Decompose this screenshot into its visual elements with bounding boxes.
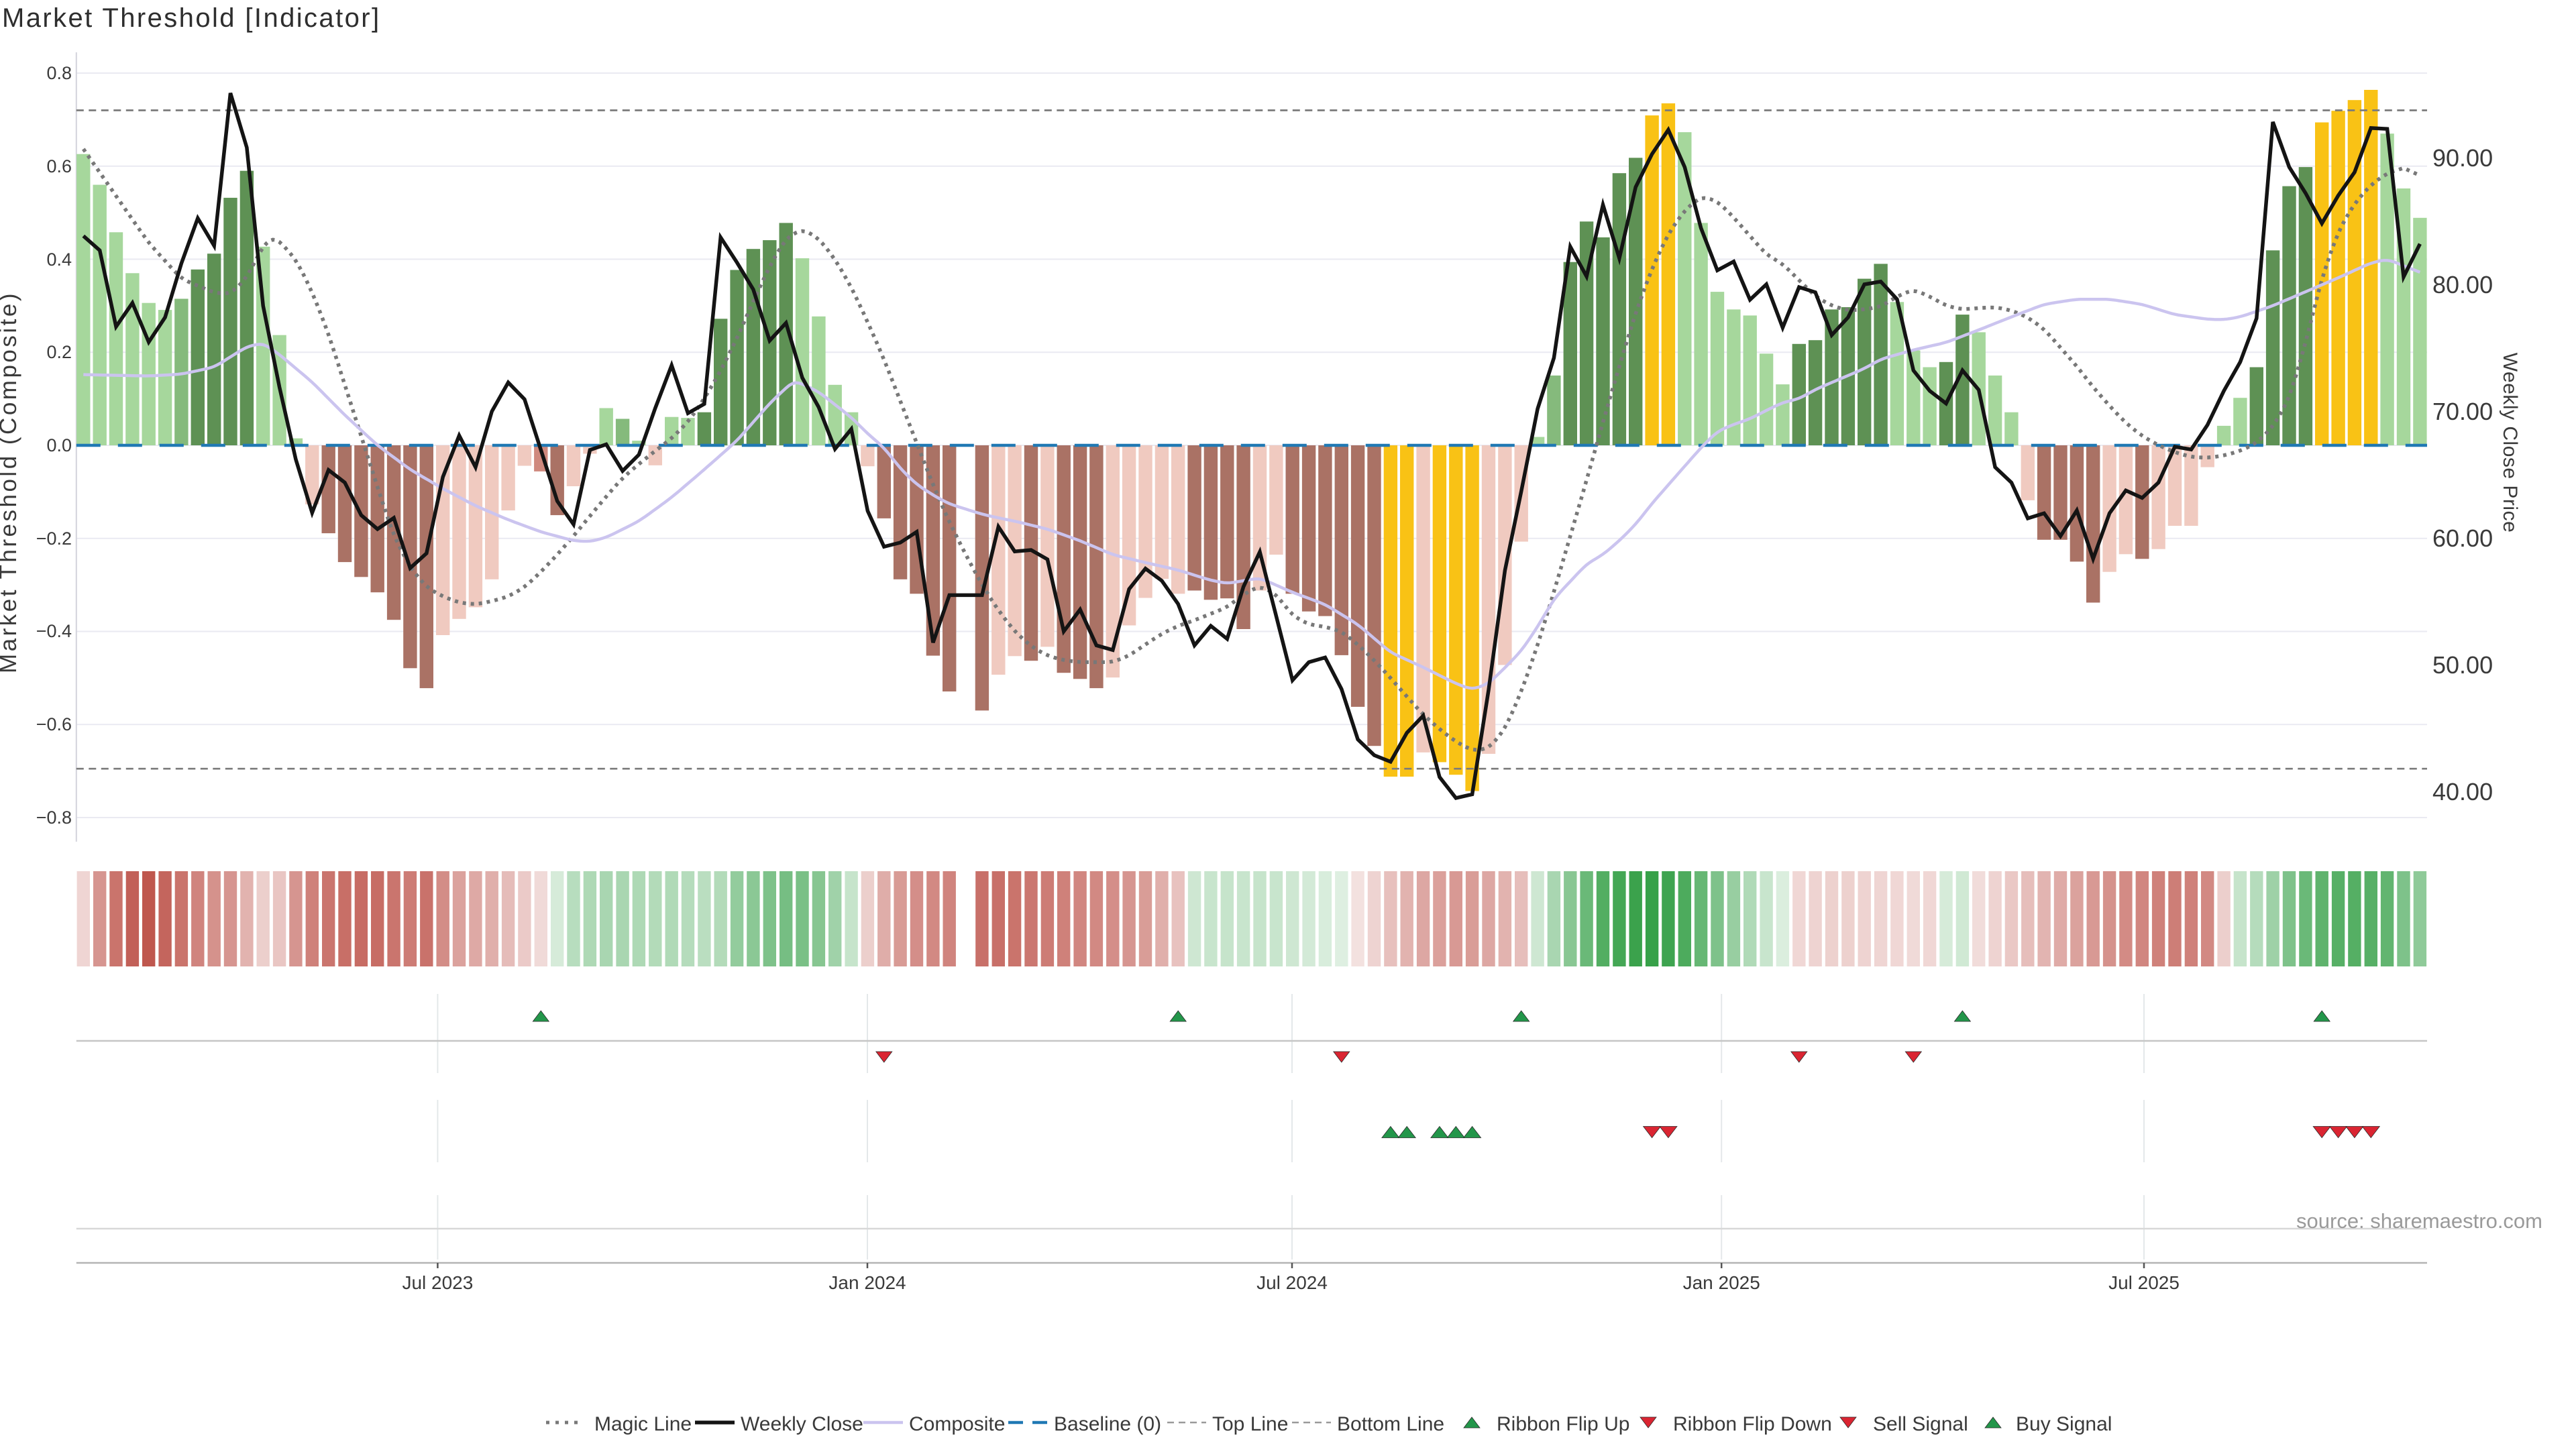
svg-text:Jul 2023: Jul 2023 (402, 1272, 473, 1293)
svg-text:Bottom Line: Bottom Line (1337, 1413, 1444, 1435)
svg-text:Ribbon Flip Up: Ribbon Flip Up (1497, 1413, 1629, 1435)
svg-text:50.00: 50.00 (2432, 651, 2493, 679)
svg-text:90.00: 90.00 (2432, 144, 2493, 172)
svg-text:Composite: Composite (909, 1413, 1005, 1435)
svg-text:0.8: 0.8 (46, 63, 72, 83)
svg-text:Jan 2024: Jan 2024 (828, 1272, 906, 1293)
svg-text:Baseline (0): Baseline (0) (1054, 1413, 1161, 1435)
svg-text:Buy Signal: Buy Signal (2016, 1413, 2112, 1435)
svg-text:Sell Signal: Sell Signal (1873, 1413, 1968, 1435)
svg-text:Market Threshold [Indicator]: Market Threshold [Indicator] (2, 3, 380, 33)
svg-text:0.0: 0.0 (46, 435, 72, 455)
svg-text:−0.2: −0.2 (36, 528, 72, 549)
svg-text:source: sharemaestro.com: source: sharemaestro.com (2296, 1209, 2542, 1233)
svg-text:Market Threshold (Composite): Market Threshold (Composite) (0, 291, 21, 673)
svg-text:Magic Line: Magic Line (594, 1413, 692, 1435)
svg-text:−0.4: −0.4 (36, 621, 72, 641)
svg-text:40.00: 40.00 (2432, 778, 2493, 805)
svg-text:−0.6: −0.6 (36, 714, 72, 734)
svg-text:0.4: 0.4 (46, 249, 72, 270)
svg-text:Ribbon Flip Down: Ribbon Flip Down (1673, 1413, 1832, 1435)
svg-text:−0.8: −0.8 (36, 807, 72, 828)
svg-text:Weekly Close Price: Weekly Close Price (2499, 353, 2521, 533)
svg-text:60.00: 60.00 (2432, 524, 2493, 552)
svg-text:Jul 2025: Jul 2025 (2108, 1272, 2180, 1293)
svg-text:0.6: 0.6 (46, 156, 72, 176)
svg-text:0.2: 0.2 (46, 342, 72, 362)
svg-text:Top Line: Top Line (1212, 1413, 1288, 1435)
svg-text:80.00: 80.00 (2432, 271, 2493, 298)
svg-text:Weekly Close: Weekly Close (741, 1413, 863, 1435)
svg-text:Jul 2024: Jul 2024 (1256, 1272, 1328, 1293)
svg-text:70.00: 70.00 (2432, 398, 2493, 425)
svg-text:Jan 2025: Jan 2025 (1683, 1272, 1760, 1293)
